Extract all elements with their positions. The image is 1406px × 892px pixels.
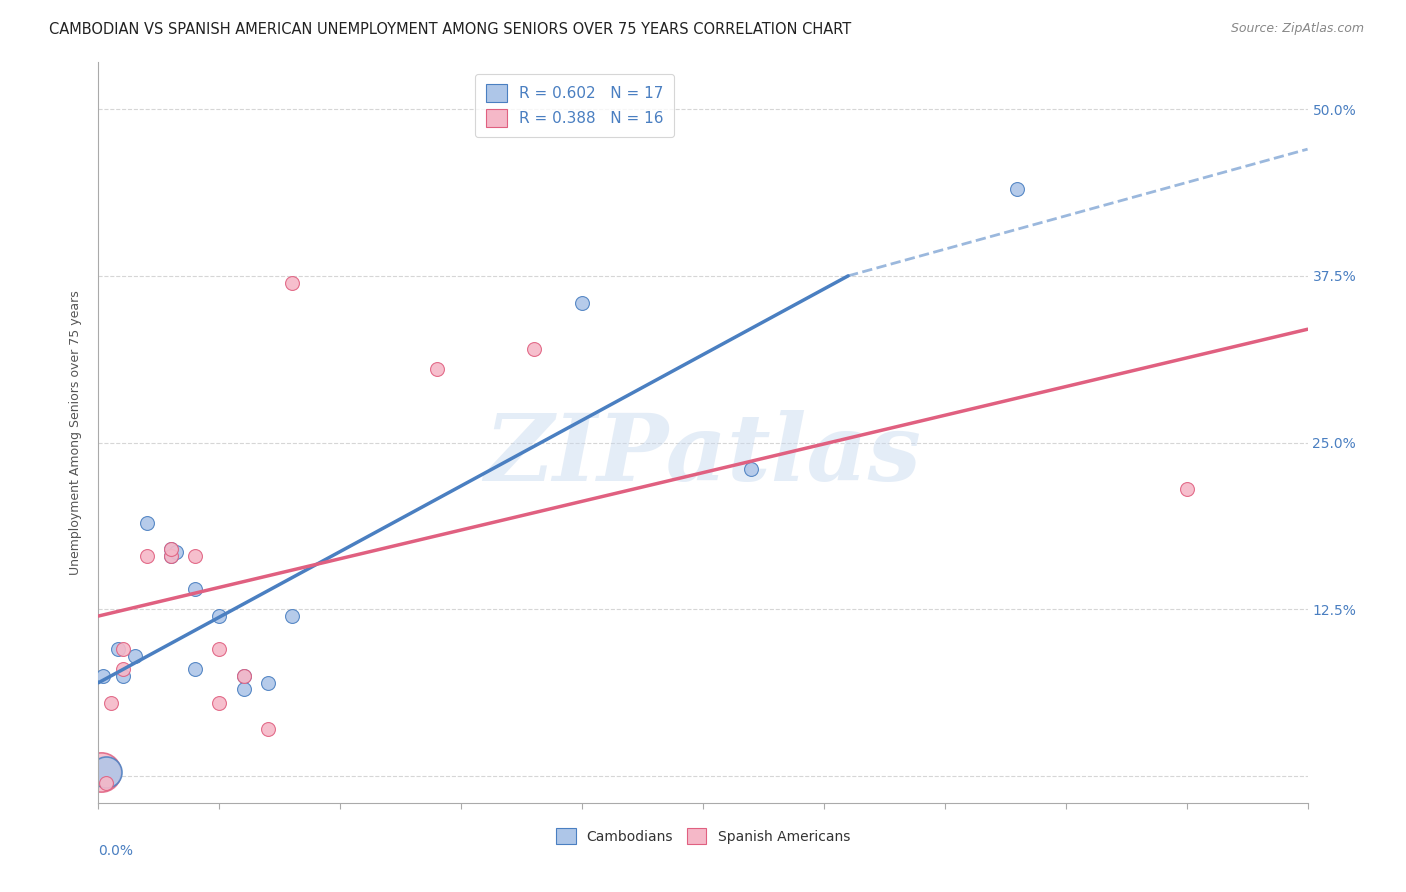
Text: Source: ZipAtlas.com: Source: ZipAtlas.com bbox=[1230, 22, 1364, 36]
Point bbox=[1175, 483, 1198, 497]
Point bbox=[571, 295, 593, 310]
Point bbox=[111, 662, 134, 676]
Text: ZIPatlas: ZIPatlas bbox=[485, 409, 921, 500]
Point bbox=[281, 609, 304, 624]
Point bbox=[124, 648, 146, 663]
Point bbox=[740, 462, 762, 476]
Point bbox=[90, 765, 112, 780]
Point bbox=[107, 642, 129, 657]
Point bbox=[165, 545, 187, 559]
Point bbox=[94, 776, 117, 790]
Point bbox=[281, 276, 304, 290]
Point bbox=[426, 362, 449, 376]
Point bbox=[523, 343, 546, 357]
Legend: Cambodians, Spanish Americans: Cambodians, Spanish Americans bbox=[550, 822, 856, 851]
Point bbox=[1007, 182, 1029, 196]
Point bbox=[91, 669, 114, 683]
Point bbox=[111, 669, 134, 683]
Point bbox=[135, 549, 157, 563]
Text: CAMBODIAN VS SPANISH AMERICAN UNEMPLOYMENT AMONG SENIORS OVER 75 YEARS CORRELATI: CAMBODIAN VS SPANISH AMERICAN UNEMPLOYME… bbox=[49, 22, 852, 37]
Point bbox=[184, 549, 207, 563]
Point bbox=[160, 549, 183, 563]
Point bbox=[232, 669, 254, 683]
Point bbox=[135, 516, 157, 530]
Point bbox=[94, 765, 117, 780]
Point bbox=[100, 696, 122, 710]
Point bbox=[208, 609, 231, 624]
Point bbox=[111, 642, 134, 657]
Point bbox=[160, 542, 183, 557]
Y-axis label: Unemployment Among Seniors over 75 years: Unemployment Among Seniors over 75 years bbox=[69, 290, 83, 575]
Text: 0.0%: 0.0% bbox=[98, 844, 134, 857]
Point bbox=[160, 542, 183, 557]
Point bbox=[208, 696, 231, 710]
Point bbox=[184, 582, 207, 597]
Point bbox=[256, 723, 278, 737]
Point bbox=[232, 669, 254, 683]
Point bbox=[160, 549, 183, 563]
Point bbox=[232, 682, 254, 697]
Point bbox=[256, 675, 278, 690]
Point bbox=[184, 662, 207, 676]
Point bbox=[208, 642, 231, 657]
